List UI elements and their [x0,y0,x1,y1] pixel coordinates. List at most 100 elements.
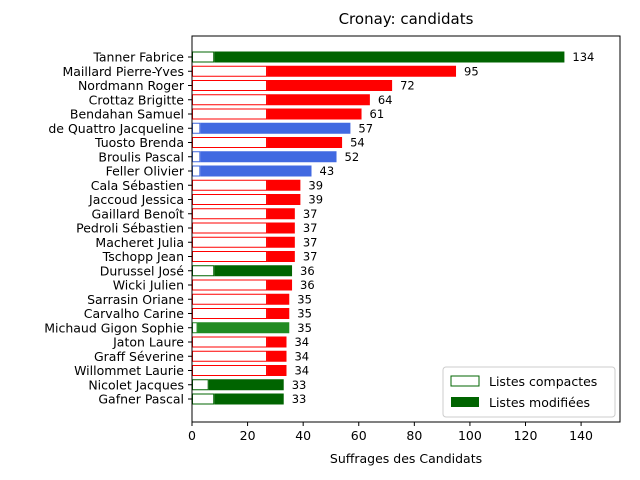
legend-label-compactes: Listes compactes [489,374,597,389]
value-label: 37 [303,250,318,264]
bar-modifiees [267,350,287,362]
bar-modifiees [267,336,287,348]
bar-compactes [192,251,268,262]
y-tick-label: Cala Sébastien [91,178,184,193]
value-label: 34 [294,364,309,378]
bar-modifiees [267,365,287,376]
bar-compactes [192,94,268,106]
x-tick-label: 20 [240,428,256,443]
bar-compactes [192,308,268,319]
value-label: 54 [350,136,365,150]
value-label: 37 [303,207,318,221]
bar-compactes [192,151,201,163]
x-tick-label: 60 [351,428,367,443]
y-tick-label: Nicolet Jacques [88,377,184,392]
chart-title: Cronay: candidats [339,10,474,28]
value-label: 43 [320,164,335,178]
y-tick-label: de Quattro Jacqueline [48,121,184,136]
value-label: 72 [400,79,415,93]
value-label: 37 [303,221,318,235]
bar-modifiees [200,151,337,163]
bar-modifiees [267,236,295,248]
y-tick-label: Broulis Pascal [98,149,184,164]
bar-compactes [192,165,201,177]
bar-compactes [192,65,268,77]
x-tick-label: 80 [406,428,422,443]
legend-swatch-compactes [450,375,480,387]
legend: Listes compactes Listes modifiées [442,366,616,418]
bar-compactes [192,322,198,334]
bar-compactes [192,137,268,148]
y-tick-label: Durussel José [100,263,185,278]
value-label: 35 [297,321,312,335]
x-tick-label: 40 [295,428,311,443]
bar-modifiees [208,379,284,391]
y-tick-label: Macheret Julia [95,235,184,250]
value-label: 134 [572,50,594,64]
y-tick-label: Wicki Julien [113,278,184,293]
y-tick-label: Jaton Laure [112,335,184,350]
value-label: 61 [370,107,385,121]
value-label: 36 [300,278,315,292]
y-tick-label: Nordmann Roger [78,78,185,93]
bar-modifiees [214,393,284,405]
bar-modifiees [267,80,393,91]
value-label: 35 [297,292,312,306]
value-label: 33 [292,378,307,392]
bar-compactes [192,365,268,376]
y-tick-label: Maillard Pierre-Yves [62,64,184,79]
value-label: 57 [358,121,373,135]
bar-compactes [192,194,268,205]
bar-modifiees [267,94,370,106]
bar-modifiees [200,165,312,177]
bar-modifiees [200,122,351,134]
x-axis-title: Suffrages des Candidats [330,451,482,466]
y-tick-label: Tschopp Jean [102,249,184,264]
value-label: 64 [378,93,393,107]
bar-modifiees [214,265,293,277]
bar-compactes [192,51,215,63]
bar-compactes [192,80,268,91]
x-tick-label: 0 [188,428,196,443]
bar-modifiees [267,65,457,77]
bar-compactes [192,279,268,291]
bar-modifiees [267,137,343,148]
value-label: 35 [297,307,312,321]
y-tick-label: Willommet Laurie [74,363,184,378]
value-label: 34 [294,349,309,363]
bar-modifiees [267,208,295,220]
bar-modifiees [267,179,301,191]
bar-compactes [192,350,268,362]
x-tick-label: 100 [458,428,482,443]
value-label: 39 [308,193,323,207]
bar-compactes [192,265,215,277]
value-labels-layer: 1349572646157545243393937373737363635353… [292,50,595,406]
y-tick-label: Pedroli Sébastien [76,221,184,236]
bar-compactes [192,336,268,348]
y-tick-label: Tanner Fabrice [92,50,184,65]
bar-compactes [192,208,268,220]
bar-modifiees [267,251,295,262]
bar-modifiees [197,322,290,334]
bar-modifiees [267,108,362,120]
x-tick-label: 140 [569,428,593,443]
bar-modifiees [267,293,290,305]
y-tick-label: Crottaz Brigitte [89,92,185,107]
y-tick-label: Michaud Gigon Sophie [44,320,184,335]
y-tick-label: Tuosto Brenda [94,135,184,150]
bar-compactes [192,108,268,120]
x-tick-label: 120 [514,428,538,443]
bar-modifiees [267,279,293,291]
value-label: 95 [464,64,479,78]
y-tick-label: Sarrasin Oriane [87,292,184,307]
bar-modifiees [267,222,295,234]
value-label: 52 [345,150,360,164]
legend-swatch-modifiees [451,397,479,407]
bar-compactes [192,393,215,405]
legend-label-modifiees: Listes modifiées [489,395,590,410]
plot-frame [191,35,621,423]
value-label: 36 [300,264,315,278]
bar-compactes [192,293,268,305]
